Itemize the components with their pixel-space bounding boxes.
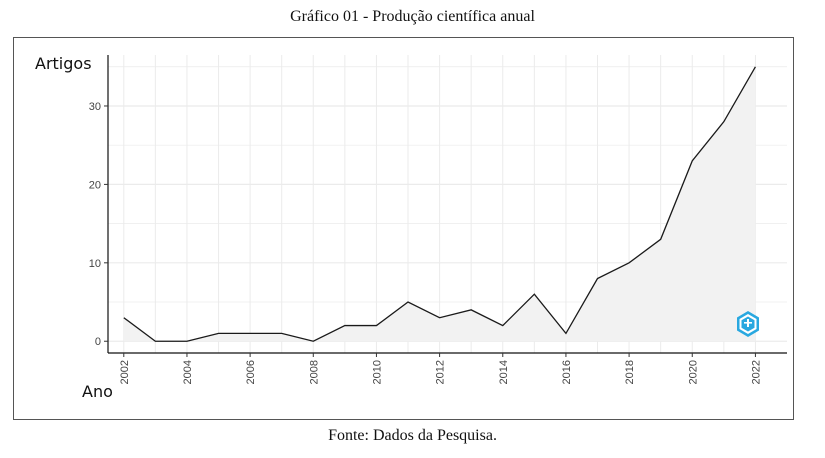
series-line [123,66,756,342]
data-point [627,261,631,265]
data-point [564,331,568,335]
y-tick-label: 0 [95,336,101,348]
y-tick-labels: 0 10 20 30 [89,101,108,348]
data-point [438,316,442,320]
data-point [280,331,284,335]
x-tick-label: 2004 [182,360,194,384]
data-point [343,324,347,328]
x-tick-label: 2010 [371,360,383,384]
x-tick-labels: 2002 2004 2006 2008 2010 2012 2014 2016 2018 2020… [119,353,762,384]
x-tick-label: 2018 [624,360,636,384]
y-tick-label: 10 [89,258,101,270]
x-axis-label: Ano [82,382,113,401]
x-tick-label: 2016 [561,360,573,384]
data-point [722,120,726,124]
data-point [153,339,157,343]
x-tick-label: 2022 [750,360,762,384]
area-fill [123,66,756,342]
axes [107,55,787,354]
data-point [469,308,473,312]
y-tick-label: 30 [89,101,101,113]
data-point [217,331,221,335]
x-tick-label: 2012 [435,360,447,384]
data-point [690,159,694,163]
x-tick-label: 2008 [308,360,320,384]
source-note: Fonte: Dados da Pesquisa. [328,427,497,444]
data-point [185,339,189,343]
shield-logo-icon [737,311,759,337]
data-point [374,324,378,328]
x-tick-label: 2020 [687,360,699,384]
data-point [596,277,600,281]
data-point [406,300,410,304]
x-tick-label: 2014 [498,360,510,384]
data-point [311,339,315,343]
data-point [532,292,536,296]
chart-frame [13,37,794,420]
data-point [659,237,663,241]
x-tick-label: 2006 [245,360,257,384]
data-point [501,324,505,328]
y-tick-label: 20 [89,179,101,191]
data-point [122,316,126,320]
data-point [248,331,252,335]
x-tick-label: 2002 [119,360,131,384]
chart-title: Gráfico 01 - Produção científica anual [290,8,535,25]
y-axis-label: Artigos [35,54,92,73]
data-point [753,65,757,69]
